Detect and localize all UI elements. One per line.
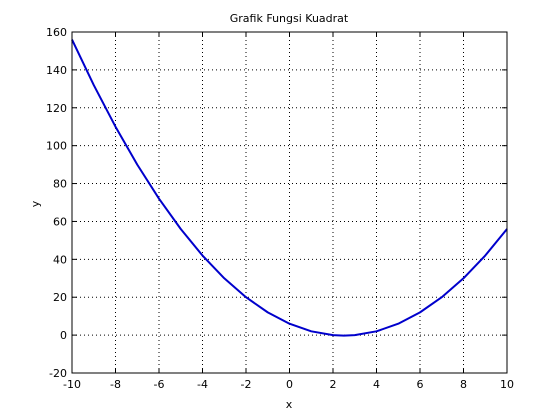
x-axis-label: x xyxy=(286,398,293,411)
y-tick-label: 0 xyxy=(60,329,67,342)
y-axis-label: y xyxy=(29,200,42,207)
y-tick-label: 160 xyxy=(46,26,67,39)
x-tick-label: 0 xyxy=(286,378,293,391)
y-tick-label: 140 xyxy=(46,64,67,77)
y-tick-label: -20 xyxy=(49,367,67,380)
x-tick-label: -4 xyxy=(197,378,208,391)
x-tick-label: 6 xyxy=(417,378,424,391)
x-tick-label: -2 xyxy=(241,378,252,391)
x-tick-label: 2 xyxy=(330,378,337,391)
series-line xyxy=(71,39,508,337)
y-tick-label: 100 xyxy=(46,140,67,153)
chart-title: Grafik Fungsi Kuadrat xyxy=(230,12,349,25)
y-tick-label: 40 xyxy=(53,253,67,266)
x-tick-label: 8 xyxy=(460,378,467,391)
x-tick-label: 4 xyxy=(373,378,380,391)
x-tick-label: 10 xyxy=(500,378,514,391)
x-tick-label: -10 xyxy=(63,378,81,391)
y-tick-label: 20 xyxy=(53,291,67,304)
x-tick-label: -8 xyxy=(110,378,121,391)
y-tick-label: 80 xyxy=(53,178,67,191)
axes-background xyxy=(72,32,507,373)
y-tick-label: 60 xyxy=(53,215,67,228)
x-tick-label: -6 xyxy=(154,378,165,391)
plot-area: -10 -8 -6 -4 -2 0 2 4 6 8 10-200204060801001201401… xyxy=(46,26,514,391)
y-tick-label: 120 xyxy=(46,102,67,115)
